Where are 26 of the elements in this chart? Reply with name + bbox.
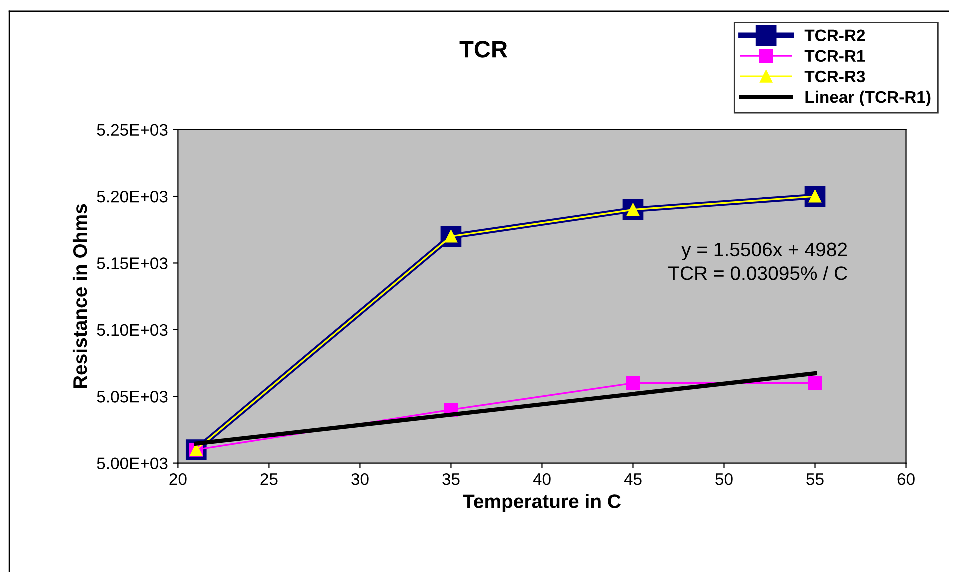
annotation: y = 1.5506x + 4982 [682, 242, 848, 260]
y-tick-label: 5.20E+03 [97, 190, 168, 203]
x-tick-label: 55 [806, 474, 824, 486]
x-tick-label: 20 [170, 473, 187, 486]
point [626, 376, 640, 390]
y-tick-label: 5.15E+03 [97, 258, 168, 270]
x-tick-label: 40 [533, 473, 551, 486]
x-tick-label: 45 [624, 474, 642, 486]
x-tick-label: 60 [898, 473, 915, 486]
x-axis-title: Temperature in C [463, 494, 621, 512]
legend-label: TCR-R1 [804, 50, 866, 62]
legend-label: TCR-R2 [804, 30, 866, 42]
y-axis-title: Resistance in Ohms [72, 204, 88, 388]
legend-label: Linear (TCR-R1) [806, 90, 931, 106]
y-tick-label: 5.05E+03 [97, 391, 168, 403]
y-tick-label: 5.00E+03 [97, 458, 168, 470]
point [808, 376, 822, 390]
x-tick-label: 25 [260, 473, 278, 486]
x-tick-label: 50 [716, 473, 733, 486]
y-tick-label: 5.10E+03 [97, 324, 168, 336]
chart-title: TCR [460, 41, 508, 58]
x-tick-label: 30 [352, 473, 369, 486]
y-tick-label: 5.25E+03 [97, 124, 168, 136]
annotation: TCR = 0.03095% / C [668, 266, 848, 280]
x-tick-label: 35 [442, 473, 460, 486]
legend-label: TCR-R3 [804, 70, 866, 83]
